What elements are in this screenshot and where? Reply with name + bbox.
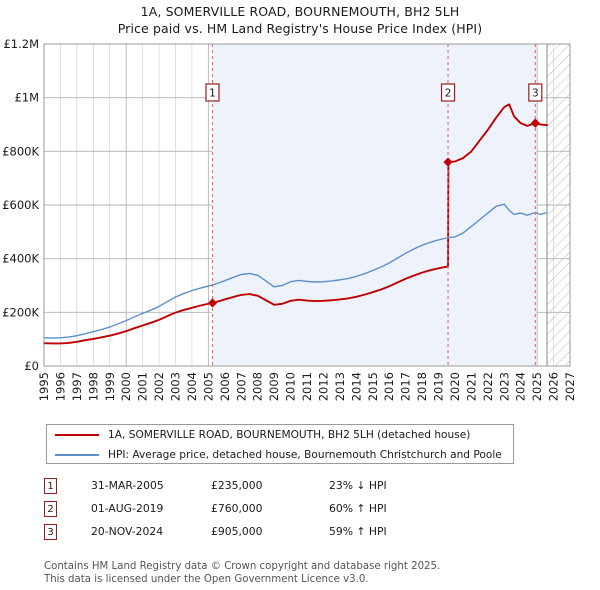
svg-text:2006: 2006 xyxy=(218,372,232,401)
svg-text:£800K: £800K xyxy=(2,144,39,158)
legend-swatch-price-paid xyxy=(55,434,99,436)
copyright-footer: Contains HM Land Registry data © Crown c… xyxy=(44,561,584,586)
transaction-price-3: £905,000 xyxy=(211,525,263,538)
svg-text:1999: 1999 xyxy=(103,372,117,401)
transaction-badge-3: 3 xyxy=(44,523,57,540)
svg-text:2016: 2016 xyxy=(382,372,396,401)
svg-text:£1M: £1M xyxy=(14,91,39,105)
svg-text:2002: 2002 xyxy=(152,372,166,401)
ownership-band xyxy=(212,44,537,366)
svg-text:2: 2 xyxy=(445,88,452,100)
svg-text:2023: 2023 xyxy=(497,372,511,401)
legend-label-price-paid: 1A, SOMERVILLE ROAD, BOURNEMOUTH, BH2 5L… xyxy=(108,429,471,441)
transaction-date-2: 01-AUG-2019 xyxy=(91,502,164,515)
svg-text:2009: 2009 xyxy=(267,372,281,401)
svg-text:2005: 2005 xyxy=(201,372,215,401)
svg-text:1998: 1998 xyxy=(86,372,100,401)
svg-text:2001: 2001 xyxy=(136,372,150,401)
svg-text:3: 3 xyxy=(532,88,539,100)
svg-text:2012: 2012 xyxy=(316,372,330,401)
table-row[interactable]: 3 20-NOV-2024 £905,000 59% ↑ HPI xyxy=(44,520,484,543)
svg-text:2027: 2027 xyxy=(563,372,577,401)
svg-text:£1.2M: £1.2M xyxy=(3,37,39,51)
svg-text:£200K: £200K xyxy=(2,305,39,319)
svg-text:2000: 2000 xyxy=(119,372,133,401)
svg-text:2015: 2015 xyxy=(366,372,380,401)
footer-line-1: Contains HM Land Registry data © Crown c… xyxy=(44,561,441,572)
data-series xyxy=(43,103,548,345)
legend-item-price-paid: 1A, SOMERVILLE ROAD, BOURNEMOUTH, BH2 5L… xyxy=(47,425,513,445)
transaction-date-1: 31-MAR-2005 xyxy=(91,479,164,492)
transaction-price-1: £235,000 xyxy=(211,479,263,492)
chart-legend: 1A, SOMERVILLE ROAD, BOURNEMOUTH, BH2 5L… xyxy=(46,424,514,464)
svg-text:2008: 2008 xyxy=(251,372,265,401)
x-axis-tick-labels: 1995 1996 1997 1998 1999 2000 2001 2002 2003 2004… xyxy=(37,372,577,401)
svg-text:2003: 2003 xyxy=(169,372,183,401)
transaction-annotations[interactable]: 1 2 3 xyxy=(205,44,543,366)
svg-text:1996: 1996 xyxy=(53,372,67,401)
plot-frame xyxy=(43,43,571,367)
forecast-hatch-region xyxy=(546,44,570,366)
legend-label-hpi: HPI: Average price, detached house, Bour… xyxy=(108,449,502,461)
svg-text:1995: 1995 xyxy=(37,372,51,401)
transaction-hpi-delta-1: 23% ↓ HPI xyxy=(329,479,387,492)
svg-text:£600K: £600K xyxy=(2,198,39,212)
legend-item-hpi: HPI: Average price, detached house, Bour… xyxy=(47,445,513,465)
table-row[interactable]: 2 01-AUG-2019 £760,000 60% ↑ HPI xyxy=(44,497,484,520)
transactions-table: 1 31-MAR-2005 £235,000 23% ↓ HPI 2 01-AU… xyxy=(44,474,484,543)
transaction-date-3: 20-NOV-2024 xyxy=(91,525,164,538)
svg-text:2025: 2025 xyxy=(530,372,544,401)
svg-text:1997: 1997 xyxy=(70,372,84,401)
svg-text:2004: 2004 xyxy=(185,372,199,401)
transaction-badge-2: 2 xyxy=(44,500,57,517)
svg-text:2010: 2010 xyxy=(284,372,298,401)
svg-text:£0: £0 xyxy=(24,359,39,373)
y-axis-tick-labels: £0 £200K £400K £600K £800K £1M £1.2M xyxy=(2,37,39,373)
svg-text:2017: 2017 xyxy=(399,372,413,401)
transaction-price-2: £760,000 xyxy=(211,502,263,515)
transaction-hpi-delta-2: 60% ↑ HPI xyxy=(329,502,387,515)
svg-text:2014: 2014 xyxy=(349,372,363,401)
svg-text:2020: 2020 xyxy=(448,372,462,401)
svg-text:2019: 2019 xyxy=(432,372,446,401)
svg-text:2022: 2022 xyxy=(481,372,495,401)
footer-line-2: This data is licensed under the Open Gov… xyxy=(44,573,369,585)
svg-text:2011: 2011 xyxy=(300,372,314,401)
svg-text:£400K: £400K xyxy=(2,252,39,266)
svg-text:2026: 2026 xyxy=(547,372,561,401)
title-line-subtitle: Price paid vs. HM Land Registry's House … xyxy=(117,21,483,36)
svg-text:2013: 2013 xyxy=(333,372,347,401)
title-line-address: 1A, SOMERVILLE ROAD, BOURNEMOUTH, BH2 5L… xyxy=(140,4,460,19)
transaction-badge-1: 1 xyxy=(44,477,57,494)
legend-swatch-hpi xyxy=(55,454,99,456)
svg-text:2021: 2021 xyxy=(464,372,478,401)
svg-text:1: 1 xyxy=(209,88,216,100)
transaction-hpi-delta-3: 59% ↑ HPI xyxy=(329,525,387,538)
svg-text:2024: 2024 xyxy=(514,372,528,401)
table-row[interactable]: 1 31-MAR-2005 £235,000 23% ↓ HPI xyxy=(44,474,484,497)
page-title: 1A, SOMERVILLE ROAD, BOURNEMOUTH, BH2 5L… xyxy=(0,3,600,37)
svg-text:2007: 2007 xyxy=(234,372,248,401)
svg-text:2018: 2018 xyxy=(415,372,429,401)
